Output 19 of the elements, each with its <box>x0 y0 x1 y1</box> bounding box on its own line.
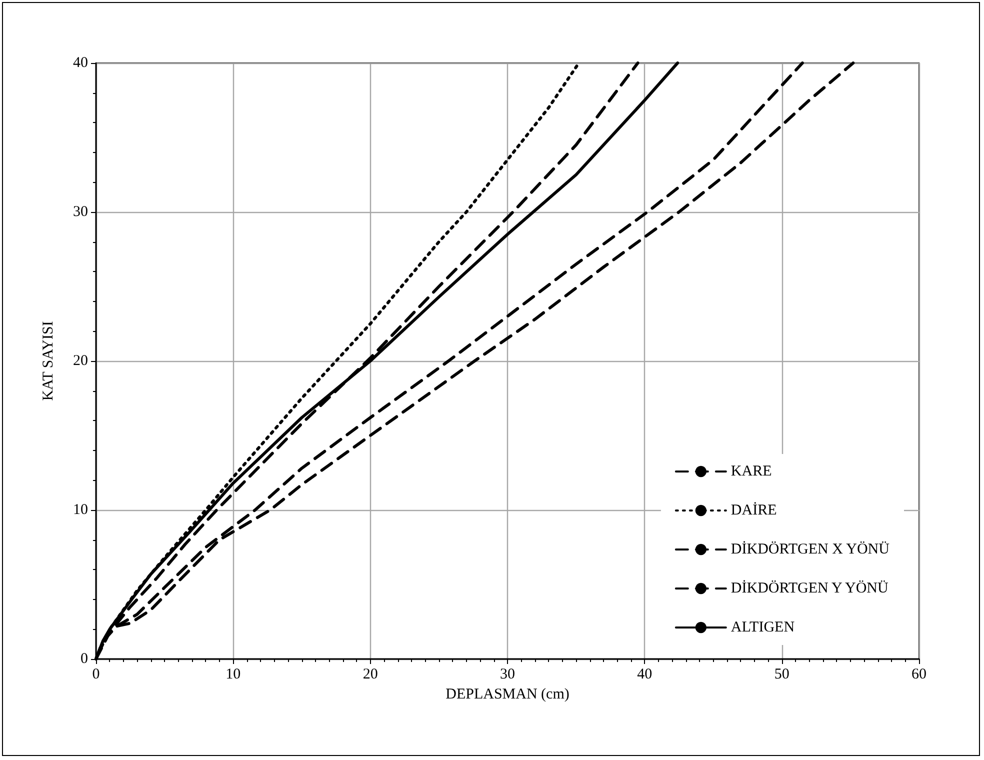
x-tick-label: 40 <box>637 666 652 682</box>
y-tick-label: 30 <box>73 204 88 220</box>
legend-label: DİKDÖRTGEN X YÖNÜ <box>730 540 890 558</box>
x-tick-label: 20 <box>362 666 378 682</box>
x-tick-label: 0 <box>92 666 100 682</box>
x-axis-title: DEPLASMAN (cm) <box>446 686 570 702</box>
y-tick-label: 10 <box>73 502 88 518</box>
y-axis-title: KAT SAYISI <box>40 321 56 401</box>
x-tick-label: 30 <box>500 666 515 682</box>
x-tick-label: 50 <box>774 666 790 682</box>
x-tick-label: 60 <box>912 666 926 682</box>
legend-label: ALTIGEN <box>730 620 795 636</box>
y-tick-label: 0 <box>80 651 88 667</box>
y-tick-label: 40 <box>73 55 88 71</box>
y-tick-label: 20 <box>73 353 88 369</box>
legend-label: KARE <box>730 464 772 480</box>
x-tick-label: 10 <box>226 666 241 682</box>
legend-label: DAİRE <box>730 502 777 518</box>
legend-label: DİKDÖRTGEN Y YÖNÜ <box>730 580 888 596</box>
